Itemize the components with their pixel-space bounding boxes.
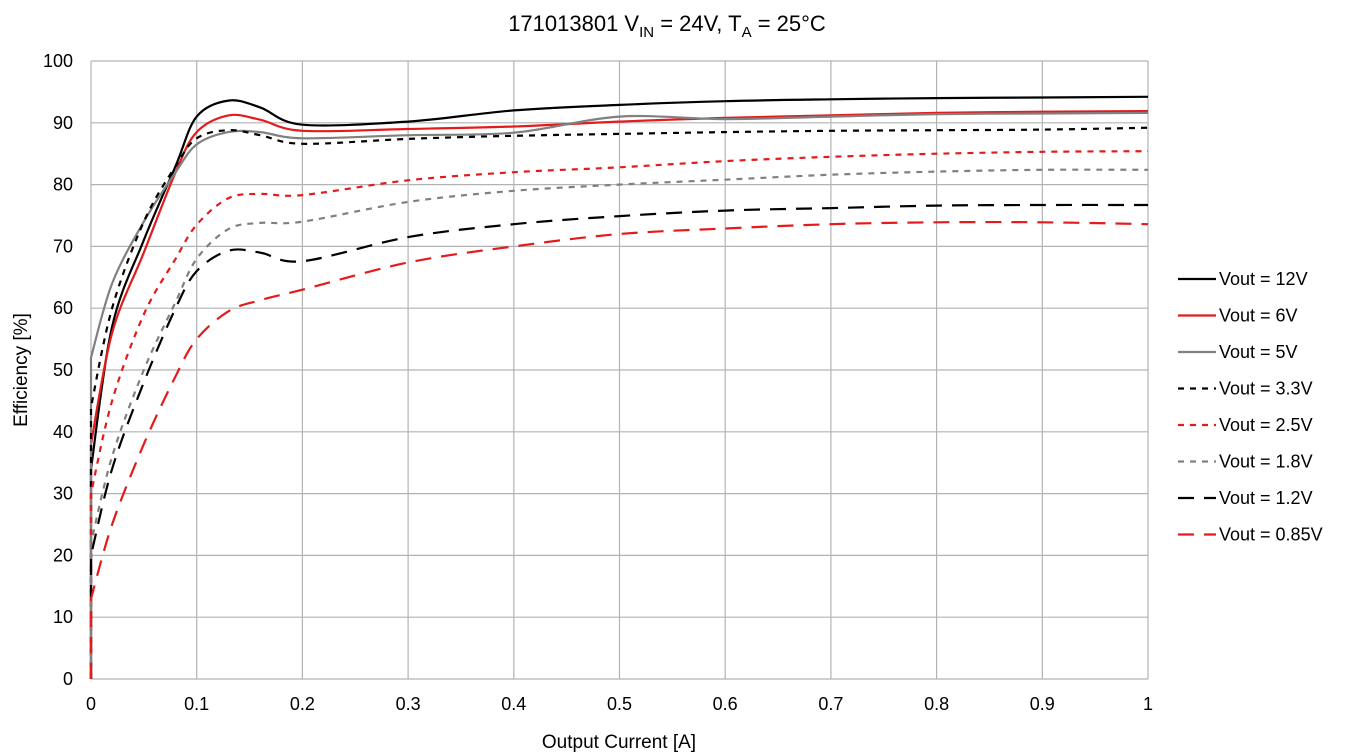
legend-item-vout-2-5v: Vout = 2.5V: [1178, 415, 1313, 435]
x-axis-title: Output Current [A]: [542, 732, 696, 753]
y-tick-label: 80: [53, 175, 73, 195]
x-tick-label: 0.2: [290, 694, 315, 714]
x-tick-label: 1: [1143, 694, 1153, 714]
x-tick-label: 0.3: [396, 694, 421, 714]
legend-label: Vout = 6V: [1219, 306, 1298, 326]
x-tick-label: 0: [86, 694, 96, 714]
y-axis-title: Efficiency [%]: [11, 313, 32, 427]
grid: [90, 60, 1149, 680]
legend-item-vout-1-2v: Vout = 1.2V: [1178, 488, 1313, 508]
series-line-vout-2-5v: [89, 150, 1149, 679]
y-tick-label: 10: [53, 607, 73, 627]
series-lines: [89, 95, 1149, 679]
legend-label: Vout = 2.5V: [1219, 415, 1313, 435]
y-tick-label: 50: [53, 360, 73, 380]
legend-item-vout-3-3v: Vout = 3.3V: [1178, 379, 1313, 399]
x-tick-label: 0.5: [607, 694, 632, 714]
legend-label: Vout = 12V: [1219, 269, 1308, 289]
legend: Vout = 12V Vout = 6V Vout = 5V Vout = 3.3V V…: [1178, 269, 1323, 545]
series-line-vout-5v: [89, 111, 1149, 679]
series-line-vout-6v: [89, 110, 1149, 679]
legend-label: Vout = 3.3V: [1219, 379, 1313, 399]
legend-item-vout-5v: Vout = 5V: [1178, 342, 1298, 362]
x-tick-label: 0.9: [1030, 694, 1055, 714]
x-tick-label: 0.7: [818, 694, 843, 714]
x-tick-label: 0.4: [501, 694, 526, 714]
x-tick-label: 0.1: [184, 694, 209, 714]
y-tick-label: 30: [53, 484, 73, 504]
y-tick-label: 20: [53, 545, 73, 565]
y-tick-label: 100: [43, 51, 73, 71]
legend-item-vout-1-8v: Vout = 1.8V: [1178, 452, 1313, 472]
series-line-vout-12v: [89, 95, 1149, 679]
legend-label: Vout = 0.85V: [1219, 525, 1323, 545]
series-line-vout-1-8v: [89, 168, 1149, 679]
legend-item-vout-6v: Vout = 6V: [1178, 306, 1298, 326]
chart-title: 171013801 VIN = 24V, TA = 25°C: [508, 11, 826, 41]
series-line-vout-1-2v: [89, 203, 1149, 679]
x-tick-label: 0.6: [713, 694, 738, 714]
y-tick-label: 40: [53, 422, 73, 442]
x-tick-label: 0.8: [924, 694, 949, 714]
legend-label: Vout = 1.2V: [1219, 488, 1313, 508]
y-tick-label: 90: [53, 113, 73, 133]
legend-label: Vout = 5V: [1219, 342, 1298, 362]
legend-label: Vout = 1.8V: [1219, 452, 1313, 472]
legend-item-vout-12v: Vout = 12V: [1178, 269, 1308, 289]
series-line-vout-3-3v: [89, 126, 1149, 679]
y-tick-label: 0: [63, 669, 73, 689]
y-tick-label: 70: [53, 236, 73, 256]
legend-item-vout-0-85v: Vout = 0.85V: [1178, 525, 1323, 545]
series-line-vout-0-85v: [89, 220, 1149, 679]
tick-labels: 0 0.1 0.2 0.3 0.4 0.5 0.6 0.7 0.8 0.9 101020304050…: [43, 51, 1153, 714]
y-tick-label: 60: [53, 298, 73, 318]
